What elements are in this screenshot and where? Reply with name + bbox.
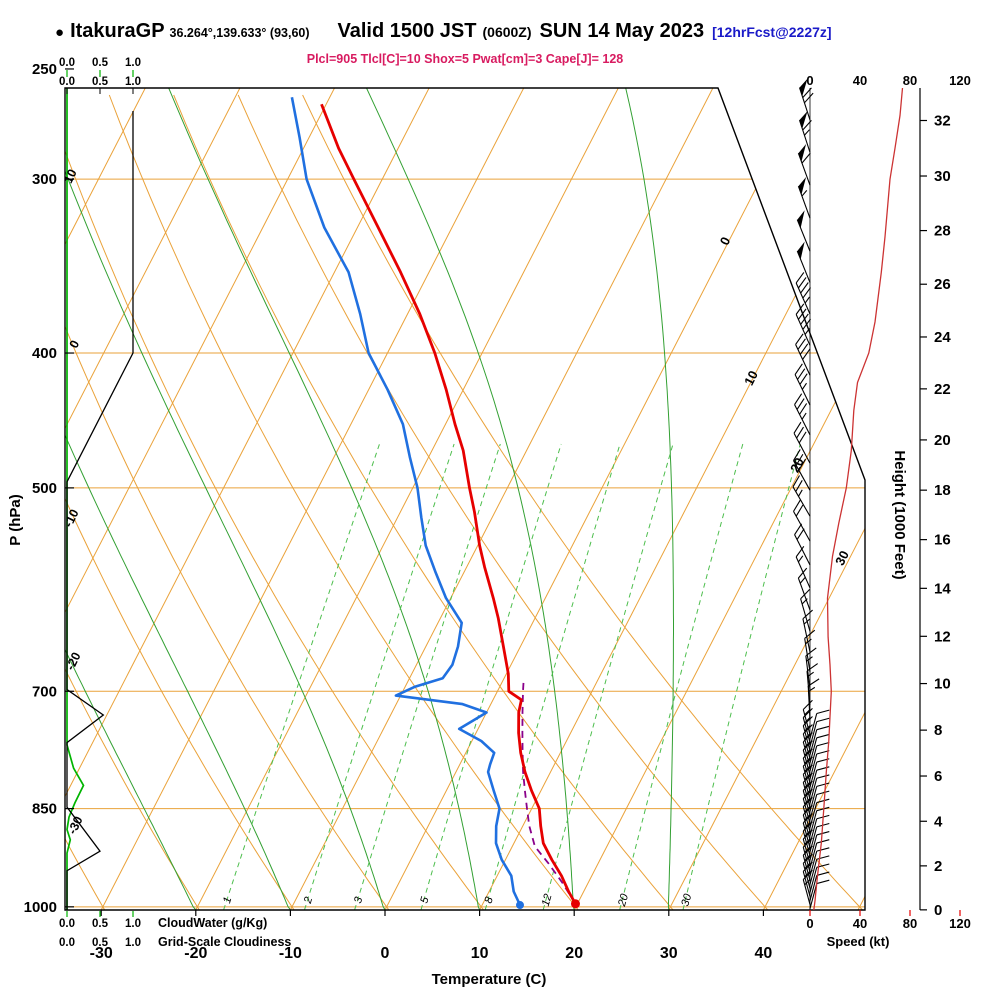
svg-text:10: 10	[471, 945, 489, 962]
svg-text:2: 2	[302, 896, 315, 906]
wind-barbs	[792, 78, 830, 909]
svg-text:80: 80	[903, 73, 917, 88]
station-bullet-icon: ●	[55, 24, 65, 41]
svg-text:20: 20	[565, 945, 583, 962]
svg-text:20: 20	[616, 892, 631, 909]
svg-text:0.0: 0.0	[59, 918, 75, 930]
svg-text:6: 6	[934, 768, 942, 785]
svg-text:30: 30	[679, 892, 694, 908]
wind-speed-curve	[813, 87, 904, 910]
svg-text:22: 22	[934, 381, 951, 398]
station-name: ItakuraGP	[70, 20, 165, 42]
svg-text:20: 20	[934, 432, 951, 449]
svg-text:1.0: 1.0	[125, 76, 141, 88]
svg-text:0: 0	[806, 916, 813, 931]
valid-utc: (0600Z)	[482, 24, 532, 40]
cloudwater-curve	[66, 88, 85, 910]
svg-text:Grid-Scale Cloudiness: Grid-Scale Cloudiness	[158, 935, 291, 949]
svg-text:0.5: 0.5	[92, 918, 109, 930]
svg-text:0: 0	[381, 945, 390, 962]
svg-text:12: 12	[540, 893, 555, 908]
svg-text:0.5: 0.5	[92, 76, 109, 88]
svg-text:120: 120	[949, 73, 971, 88]
svg-text:Speed (kt): Speed (kt)	[827, 934, 890, 949]
svg-text:0: 0	[934, 902, 942, 919]
svg-text:12: 12	[934, 628, 951, 645]
svg-text:40: 40	[755, 945, 773, 962]
cloudiness-curve	[66, 111, 134, 910]
svg-text:1000: 1000	[24, 899, 57, 916]
forecast-tag: [12hrFcst@2227z]	[712, 24, 832, 40]
svg-text:20: 20	[787, 455, 807, 475]
cloud-profiles	[66, 88, 134, 910]
svg-text:1.0: 1.0	[125, 937, 141, 949]
svg-text:1.0: 1.0	[125, 57, 141, 69]
valid-date: SUN 14 May 2023	[539, 20, 705, 42]
plot-border	[64, 87, 866, 911]
surface-temperature-dot	[570, 899, 580, 909]
svg-text:2: 2	[934, 858, 942, 875]
svg-text:0.5: 0.5	[92, 57, 109, 69]
svg-text:0: 0	[806, 73, 813, 88]
svg-text:28: 28	[934, 223, 951, 240]
svg-text:14: 14	[934, 580, 951, 597]
svg-text:1.0: 1.0	[125, 918, 141, 930]
svg-text:300: 300	[32, 171, 57, 188]
svg-text:-10: -10	[61, 507, 82, 529]
svg-text:16: 16	[934, 532, 951, 549]
svg-text:0: 0	[67, 338, 83, 350]
svg-text:400: 400	[32, 345, 57, 362]
svg-text:P (hPa): P (hPa)	[7, 494, 24, 545]
svg-text:-10: -10	[279, 945, 302, 962]
svg-text:250: 250	[32, 61, 57, 78]
svg-text:40: 40	[853, 73, 867, 88]
svg-text:0.0: 0.0	[59, 57, 75, 69]
svg-text:Height (1000 Feet): Height (1000 Feet)	[891, 450, 908, 579]
svg-text:0.0: 0.0	[59, 937, 75, 949]
svg-text:10: 10	[741, 368, 761, 388]
title-bar: ● ItakuraGP 36.264°,139.633° (93,60) Val…	[55, 20, 832, 43]
svg-text:30: 30	[934, 168, 951, 185]
stability-indices: Plcl=905 Tlcl[C]=10 Shox=5 Pwat[cm]=3 Ca…	[306, 52, 624, 66]
svg-text:10: 10	[61, 167, 80, 186]
svg-text:700: 700	[32, 683, 57, 700]
svg-text:30: 30	[660, 945, 678, 962]
svg-text:24: 24	[934, 329, 951, 346]
skewt-grid	[65, 88, 865, 910]
svg-text:CloudWater (g/Kg): CloudWater (g/Kg)	[158, 916, 267, 930]
svg-text:-30: -30	[90, 945, 113, 962]
svg-text:850: 850	[32, 801, 57, 818]
svg-text:26: 26	[934, 276, 951, 293]
svg-text:500: 500	[32, 480, 57, 497]
temperature-curve	[320, 103, 577, 905]
parcel-curve	[521, 680, 577, 905]
svg-text:0.5: 0.5	[92, 937, 109, 949]
valid-time: Valid 1500 JST	[337, 20, 477, 42]
svg-text:32: 32	[934, 113, 951, 130]
svg-text:Temperature (C): Temperature (C)	[432, 971, 547, 988]
svg-text:18: 18	[934, 482, 951, 499]
svg-text:120: 120	[949, 916, 971, 931]
svg-text:0.0: 0.0	[59, 76, 75, 88]
svg-text:1: 1	[221, 896, 234, 905]
svg-text:4: 4	[934, 813, 943, 830]
svg-text:8: 8	[934, 722, 942, 739]
station-coords: 36.264°,139.633° (93,60)	[169, 26, 310, 40]
svg-text:8: 8	[483, 895, 496, 905]
svg-text:5: 5	[418, 895, 431, 905]
dewpoint-curve	[290, 97, 522, 906]
surface-dewpoint-dot	[515, 901, 524, 910]
svg-text:10: 10	[934, 676, 951, 693]
svg-text:3: 3	[352, 895, 365, 905]
svg-text:80: 80	[903, 916, 917, 931]
svg-text:30: 30	[832, 548, 852, 568]
svg-text:40: 40	[853, 916, 867, 931]
svg-text:-20: -20	[184, 945, 207, 962]
